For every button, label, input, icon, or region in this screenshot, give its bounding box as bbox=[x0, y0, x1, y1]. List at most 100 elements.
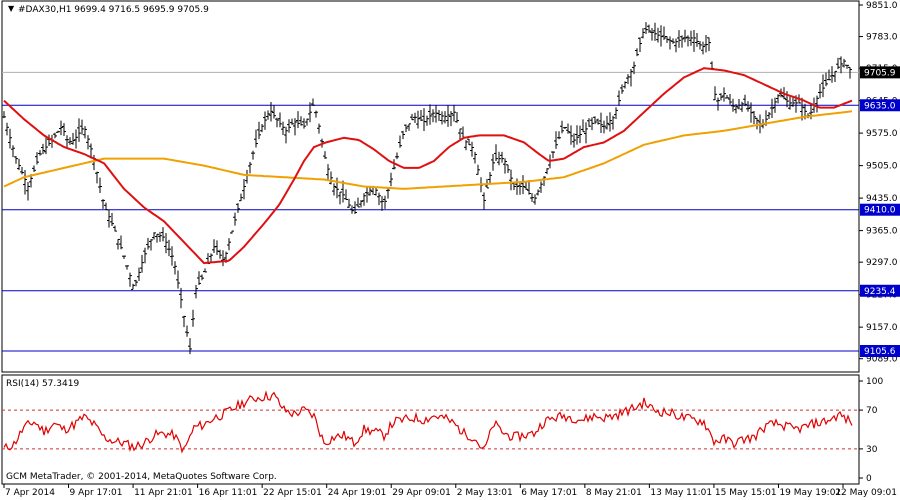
price-bar bbox=[611, 115, 615, 130]
price-bar bbox=[488, 172, 492, 185]
price-bar bbox=[353, 201, 357, 214]
price-bar bbox=[584, 122, 588, 144]
rsi-panel-frame bbox=[1, 374, 860, 485]
price-bar bbox=[680, 35, 684, 48]
price-bar bbox=[128, 272, 132, 287]
price-bar bbox=[650, 28, 654, 41]
price-bar bbox=[665, 36, 669, 43]
symbol-caption-icon[interactable]: ▼ bbox=[8, 4, 15, 13]
price-bar bbox=[410, 113, 414, 121]
price-bar bbox=[308, 102, 312, 123]
price-bar bbox=[641, 28, 645, 39]
price-bar bbox=[440, 111, 444, 125]
price-bar bbox=[86, 135, 90, 150]
price-bar bbox=[221, 250, 225, 267]
price-bar bbox=[473, 151, 477, 164]
price-bar bbox=[614, 107, 618, 119]
price-bar bbox=[260, 124, 264, 133]
price-bar bbox=[101, 199, 105, 209]
time-tick-label: 19 May 19:01 bbox=[779, 488, 841, 498]
price-bar bbox=[365, 187, 369, 203]
price-bar bbox=[536, 189, 540, 196]
level-badge-label: 9635.0 bbox=[864, 101, 896, 111]
price-bar bbox=[545, 168, 549, 175]
price-bar bbox=[389, 172, 393, 187]
price-bar bbox=[728, 94, 732, 105]
price-bar bbox=[821, 74, 825, 98]
price-bar bbox=[341, 180, 345, 203]
price-bar bbox=[593, 116, 597, 125]
ma-fast-line bbox=[3, 67, 853, 265]
price-bar bbox=[203, 268, 207, 273]
price-tick-label: 9851.0 bbox=[866, 1, 898, 11]
price-bar bbox=[119, 235, 123, 250]
level-badge-box bbox=[860, 99, 900, 112]
price-bar bbox=[575, 125, 579, 145]
time-tick-label: 6 May 17:01 bbox=[521, 488, 577, 498]
price-bar bbox=[59, 120, 63, 136]
copyright-text: GCM MetaTrader, © 2001-2014, MetaQuotes … bbox=[6, 472, 277, 482]
price-bar bbox=[644, 22, 648, 34]
price-bar bbox=[776, 94, 780, 104]
price-bar bbox=[647, 24, 651, 33]
price-bar bbox=[362, 193, 366, 206]
time-tick-label: 16 Apr 11:01 bbox=[199, 488, 258, 498]
price-bar bbox=[662, 26, 666, 40]
price-bar bbox=[143, 247, 147, 264]
price-bar bbox=[578, 125, 582, 144]
price-bar bbox=[218, 249, 222, 259]
price-bar bbox=[182, 315, 186, 328]
price-bar bbox=[158, 231, 162, 242]
price-bar bbox=[464, 140, 468, 151]
rsi-tick-label: 0 bbox=[866, 474, 872, 484]
price-bar bbox=[272, 105, 276, 119]
price-bar bbox=[632, 61, 636, 75]
price-bar bbox=[671, 38, 675, 44]
price-bar bbox=[314, 110, 318, 118]
price-bar bbox=[455, 111, 459, 123]
price-bar bbox=[317, 123, 321, 134]
price-bar bbox=[788, 96, 792, 110]
price-bar bbox=[830, 66, 834, 83]
price-bar bbox=[416, 110, 420, 129]
price-bar bbox=[185, 325, 189, 337]
price-bar bbox=[122, 255, 126, 260]
price-bar bbox=[311, 98, 315, 106]
price-bar bbox=[506, 164, 510, 174]
price-bar bbox=[770, 98, 774, 118]
price-bar bbox=[617, 90, 621, 106]
price-bar bbox=[734, 104, 738, 114]
price-tick-label: 9435.0 bbox=[866, 194, 898, 204]
time-tick-label: 22 Apr 15:01 bbox=[263, 488, 322, 498]
price-bar bbox=[125, 265, 129, 270]
price-bar bbox=[482, 192, 486, 210]
price-bar bbox=[503, 158, 507, 174]
price-bar bbox=[404, 124, 408, 133]
price-bar bbox=[752, 111, 756, 125]
price-bar bbox=[230, 230, 234, 234]
price-bar bbox=[374, 186, 378, 196]
price-bar bbox=[491, 153, 495, 171]
price-bar bbox=[35, 152, 39, 165]
price-bar bbox=[557, 131, 561, 140]
price-bar bbox=[263, 111, 267, 130]
price-bar bbox=[242, 179, 246, 200]
price-bar bbox=[704, 34, 708, 53]
price-bar bbox=[815, 95, 819, 113]
level-badge-label: 9105.6 bbox=[864, 347, 896, 357]
price-bar bbox=[296, 111, 300, 128]
price-bar bbox=[395, 152, 399, 160]
level-badge-label: 9410.0 bbox=[864, 206, 896, 216]
price-bar bbox=[398, 135, 402, 148]
price-bar bbox=[290, 118, 294, 125]
price-bar bbox=[458, 128, 462, 141]
price-bar bbox=[284, 126, 288, 144]
price-bar bbox=[446, 105, 450, 127]
price-bar bbox=[269, 101, 273, 122]
price-bar bbox=[836, 57, 840, 70]
price-bar bbox=[299, 116, 303, 126]
price-bar bbox=[707, 37, 711, 52]
price-bar bbox=[401, 130, 405, 140]
